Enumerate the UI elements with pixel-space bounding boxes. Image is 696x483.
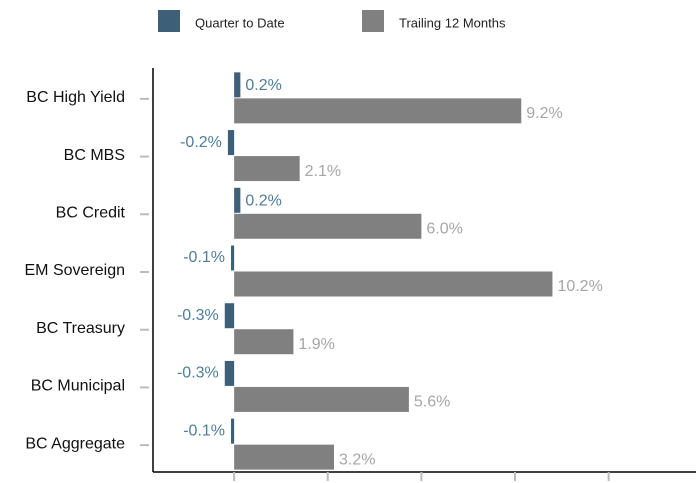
category-label: BC Treasury xyxy=(36,320,125,337)
bar xyxy=(234,98,522,124)
value-label: -0.2% xyxy=(180,134,222,151)
legend-label: Trailing 12 Months xyxy=(399,15,506,30)
value-label: -0.1% xyxy=(183,422,225,439)
value-label: -0.3% xyxy=(177,307,219,324)
category-label: EM Sovereign xyxy=(25,262,126,279)
legend-swatch xyxy=(158,10,180,32)
category-label: BC Municipal xyxy=(31,378,125,395)
bar xyxy=(234,72,241,98)
value-label: 10.2% xyxy=(557,278,602,295)
value-label: 2.1% xyxy=(305,163,341,180)
bar xyxy=(234,187,241,213)
legend-swatch xyxy=(362,10,384,32)
bar xyxy=(224,303,235,329)
bar xyxy=(231,245,235,271)
value-label: 3.2% xyxy=(339,451,375,468)
bar xyxy=(234,213,422,239)
value-label: 0.2% xyxy=(245,77,281,94)
bar xyxy=(227,130,235,156)
bar xyxy=(231,418,235,444)
bar xyxy=(224,360,235,386)
bar xyxy=(234,271,553,297)
value-label: -0.3% xyxy=(177,365,219,382)
bar xyxy=(234,386,409,412)
category-label: BC Credit xyxy=(56,205,126,222)
value-label: 5.6% xyxy=(414,394,450,411)
bar xyxy=(234,444,334,470)
value-label: -0.1% xyxy=(183,249,225,266)
value-label: 1.9% xyxy=(298,336,334,353)
bar xyxy=(234,329,294,355)
category-label: BC High Yield xyxy=(26,89,125,106)
legend-label: Quarter to Date xyxy=(195,15,285,30)
bar xyxy=(234,156,300,182)
value-label: 6.0% xyxy=(426,221,462,238)
category-label: BC Aggregate xyxy=(25,435,125,452)
category-label: BC MBS xyxy=(64,147,125,164)
value-label: 0.2% xyxy=(245,193,281,210)
value-label: 9.2% xyxy=(526,105,562,122)
